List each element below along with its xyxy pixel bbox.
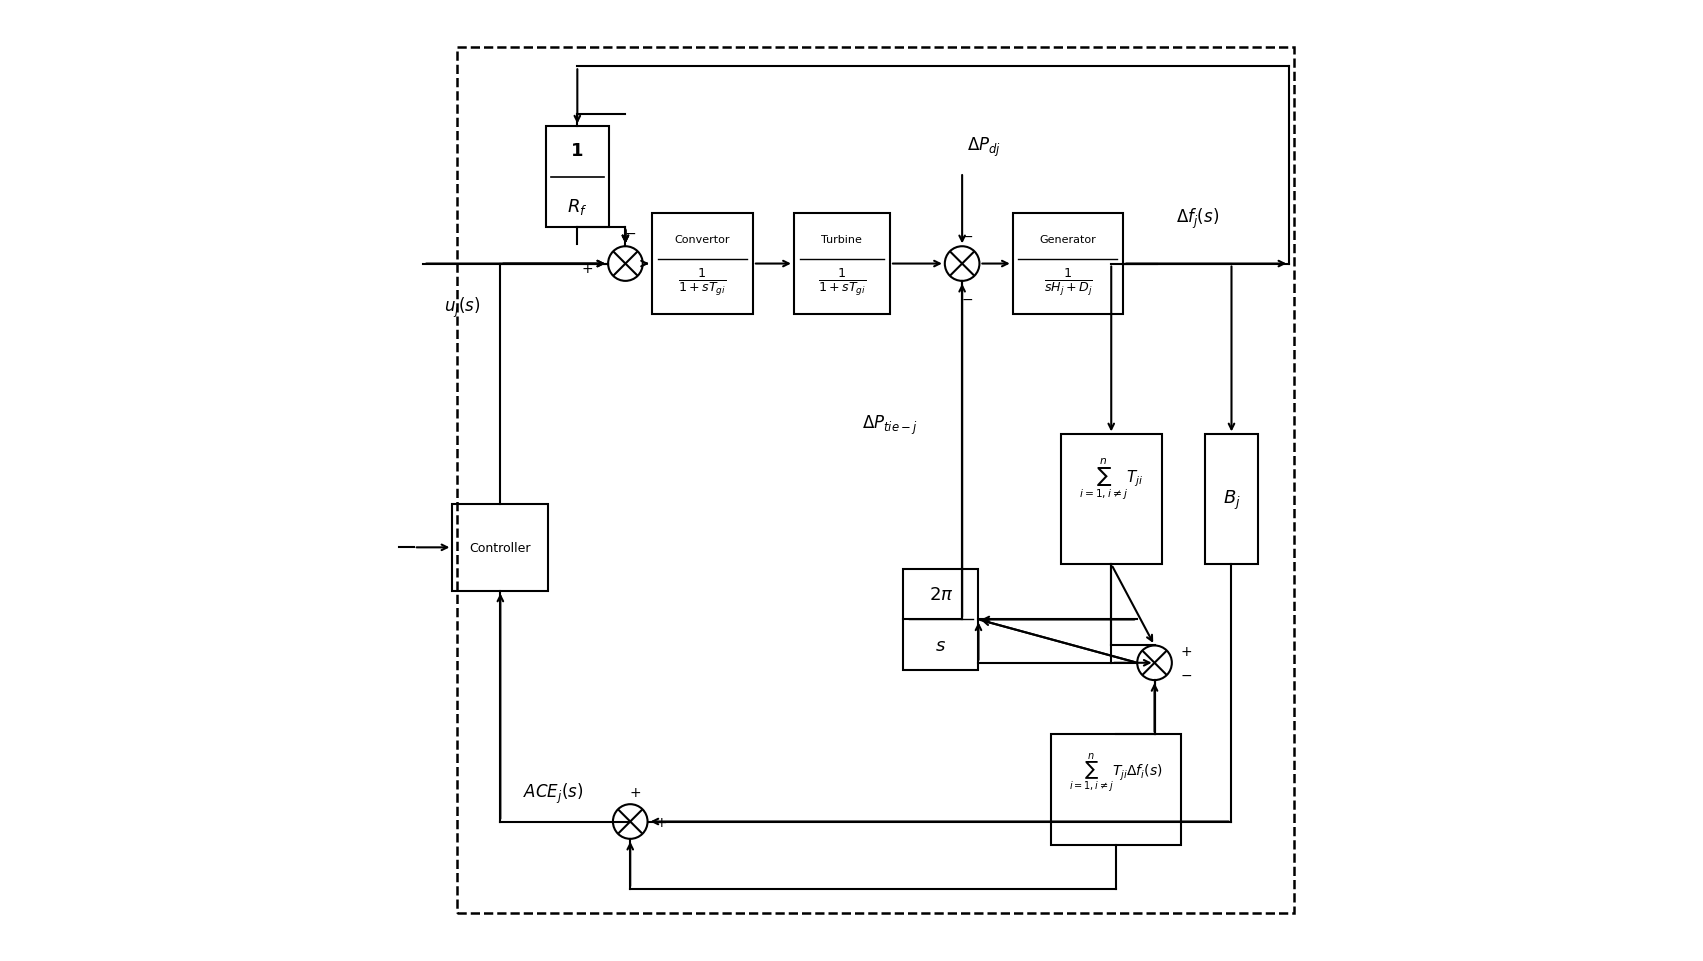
Text: $+$: $+$: [656, 815, 668, 828]
Text: Convertor: Convertor: [674, 234, 731, 244]
Text: $-$: $-$: [625, 225, 637, 239]
Bar: [456, 48, 1294, 913]
Bar: [1206, 434, 1259, 565]
Text: $\Delta f_{j}(s)$: $\Delta f_{j}(s)$: [1177, 207, 1219, 231]
Text: $+$: $+$: [581, 262, 593, 276]
Text: $+$: $+$: [628, 785, 640, 800]
Bar: [652, 214, 753, 315]
Text: $s$: $s$: [935, 636, 947, 653]
Text: $\Delta P_{tie-j}$: $\Delta P_{tie-j}$: [862, 413, 918, 436]
Text: Turbine: Turbine: [821, 234, 862, 244]
Text: $2\pi$: $2\pi$: [928, 586, 954, 604]
Text: $-$: $-$: [960, 291, 972, 306]
Bar: [1051, 735, 1180, 846]
Text: $ACE_{j}(s)$: $ACE_{j}(s)$: [523, 780, 584, 805]
Bar: [547, 128, 608, 229]
Bar: [453, 505, 548, 591]
Text: Controller: Controller: [470, 541, 531, 554]
Bar: [904, 569, 979, 671]
Bar: [794, 214, 891, 315]
Text: $u_{j}(s)$: $u_{j}(s)$: [444, 295, 480, 320]
Text: $-$: $-$: [960, 228, 972, 242]
Text: $\frac{1}{sH_{j}+D_{j}}$: $\frac{1}{sH_{j}+D_{j}}$: [1044, 265, 1092, 298]
Text: $\sum_{i=1,i\neq j}^{n}T_{ji}\Delta f_{i}(s)$: $\sum_{i=1,i\neq j}^{n}T_{ji}\Delta f_{i…: [1069, 752, 1163, 794]
Text: $\frac{1}{1+sT_{gi}}$: $\frac{1}{1+sT_{gi}}$: [678, 265, 727, 298]
Text: $\Delta P_{dj}$: $\Delta P_{dj}$: [967, 136, 1001, 159]
Text: $+$: $+$: [1180, 645, 1192, 658]
Bar: [1013, 214, 1124, 315]
Bar: [1061, 434, 1161, 565]
Text: $-$: $-$: [1180, 668, 1192, 681]
Text: $\frac{1}{1+sT_{gi}}$: $\frac{1}{1+sT_{gi}}$: [817, 265, 865, 298]
Text: $\sum_{i=1,i\neq j}^{n}T_{ji}$: $\sum_{i=1,i\neq j}^{n}T_{ji}$: [1080, 456, 1143, 502]
Text: $R_{f}$: $R_{f}$: [567, 197, 588, 216]
Text: 1: 1: [571, 142, 584, 160]
Text: $B_{j}$: $B_{j}$: [1223, 488, 1240, 511]
Text: Generator: Generator: [1039, 234, 1097, 244]
